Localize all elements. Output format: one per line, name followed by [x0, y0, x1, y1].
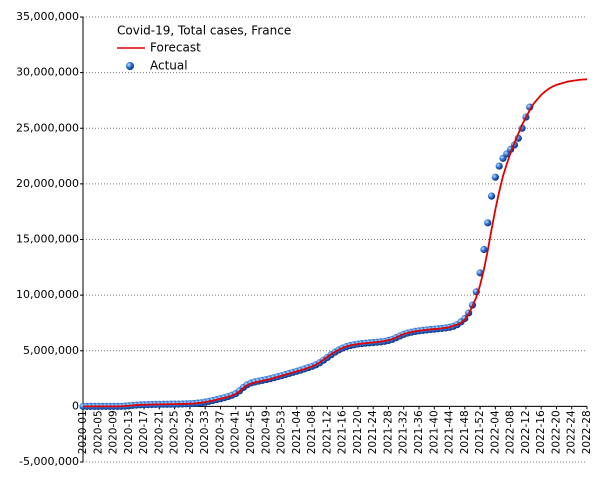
x-tick-label: 2020-01 — [77, 410, 89, 454]
x-tick-label: 2020-45 — [245, 410, 257, 454]
x-tick-label: 2020-21 — [153, 410, 165, 454]
x-tick-label: 2021-48 — [459, 410, 471, 454]
x-tick-label: 2021-36 — [413, 410, 425, 454]
x-tick-label: 2021-20 — [352, 410, 364, 454]
y-tick-label: 15,000,000 — [16, 233, 79, 246]
x-tick-label: 2021-04 — [291, 410, 303, 454]
x-tick-label: 2021-52 — [474, 410, 486, 454]
x-tick-label: 2021-28 — [382, 410, 394, 454]
x-tick-label: 2021-44 — [444, 410, 456, 454]
x-tick-label: 2020-09 — [108, 410, 120, 454]
x-tick-label: 2022-08 — [505, 410, 517, 454]
y-tick-label: 20,000,000 — [16, 177, 79, 190]
x-tick-label: 2022-20 — [550, 410, 562, 454]
forecast-line — [83, 78, 588, 408]
actual-point — [491, 173, 499, 181]
x-tick-label: 2022-12 — [520, 410, 532, 454]
x-tick-label: 2020-41 — [230, 410, 242, 454]
y-tick-label: 5,000,000 — [23, 344, 79, 357]
actual-point — [480, 245, 488, 254]
legend-label: Actual — [150, 59, 188, 73]
legend-label: Forecast — [150, 41, 201, 55]
x-tick-label: 2020-33 — [199, 410, 211, 454]
actual-point — [487, 192, 496, 200]
x-tick-label: 2022-24 — [566, 410, 578, 454]
actual-point — [484, 219, 492, 227]
x-tick-label: 2021-08 — [306, 410, 318, 454]
chart-title: Covid-19, Total cases, France — [117, 24, 291, 38]
y-tick-label: 35,000,000 — [16, 10, 79, 23]
y-tick-label: 10,000,000 — [16, 288, 79, 301]
x-tick-label: 2020-13 — [123, 410, 135, 454]
y-tick-label: 25,000,000 — [16, 121, 79, 134]
y-tick-label: -5,000,000 — [19, 455, 79, 468]
x-tick-label: 2020-05 — [92, 410, 104, 454]
x-tick-label: 2020-17 — [138, 410, 150, 454]
x-tick-label: 2020-53 — [276, 410, 288, 454]
x-tick-label: 2020-37 — [214, 410, 226, 454]
x-tick-label: 2022-16 — [535, 410, 547, 454]
legend-swatch — [126, 62, 134, 70]
x-tick-label: 2021-24 — [367, 410, 379, 454]
x-tick-label: 2021-12 — [321, 410, 333, 454]
x-tick-label: 2021-32 — [398, 410, 410, 454]
y-tick-label: 0 — [72, 399, 79, 412]
x-tick-label: 2020-29 — [184, 410, 196, 454]
actual-point — [495, 162, 503, 170]
y-tick-label: 30,000,000 — [16, 66, 79, 79]
x-tick-label: 2020-49 — [260, 410, 272, 454]
x-tick-label: 2021-16 — [337, 410, 349, 454]
x-tick-label: 2020-25 — [169, 410, 181, 454]
x-tick-label: 2022-04 — [489, 410, 501, 454]
x-tick-label: 2021-40 — [428, 410, 440, 454]
x-tick-label: 2022-28 — [581, 410, 593, 454]
